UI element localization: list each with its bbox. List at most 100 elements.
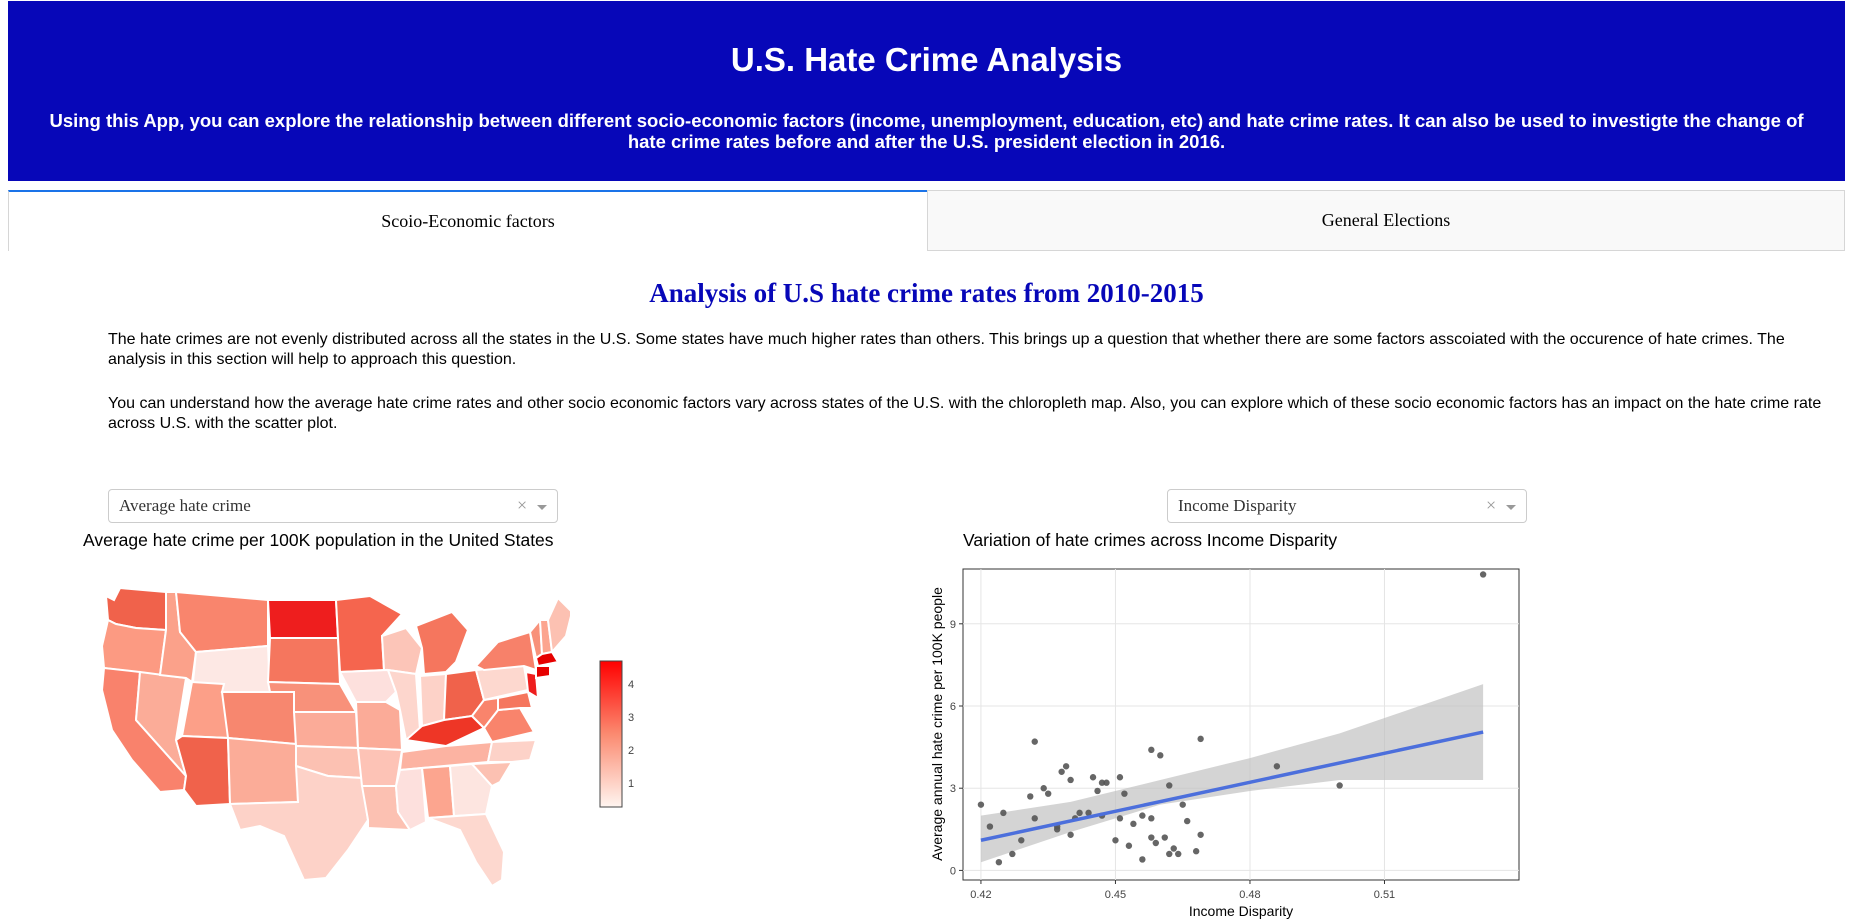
data-point[interactable] — [1148, 746, 1155, 754]
scatter-dropdown-value: Income Disparity — [1178, 496, 1297, 515]
colorbar-tick-4: 4 — [628, 679, 634, 691]
state-michigan[interactable] — [414, 610, 470, 676]
state-arkansas[interactable] — [356, 746, 404, 787]
y-axis-ticks: 0 3 6 9 — [950, 619, 963, 877]
data-point[interactable] — [1166, 850, 1173, 858]
y-tick-label: 6 — [950, 701, 956, 713]
y-tick-label: 0 — [950, 865, 956, 877]
y-axis-label: Average annual hate crime per 100K peopl… — [929, 587, 945, 861]
state-mississippi[interactable] — [394, 766, 428, 832]
data-point[interactable] — [1148, 834, 1155, 841]
state-maine[interactable] — [546, 596, 570, 655]
map-title: Average hate crime per 100K population i… — [83, 530, 554, 550]
data-point[interactable] — [986, 823, 994, 830]
app-header: U.S. Hate Crime Analysis Using this App,… — [8, 1, 1845, 181]
data-point[interactable] — [1179, 801, 1186, 808]
clear-icon[interactable]: × — [1486, 495, 1497, 515]
data-point[interactable] — [1152, 839, 1160, 847]
state-utah[interactable] — [180, 680, 232, 740]
data-point[interactable] — [1058, 768, 1065, 775]
data-point[interactable] — [1336, 782, 1343, 789]
state-massachusetts[interactable] — [534, 650, 560, 668]
data-point[interactable] — [1000, 809, 1007, 817]
tab-general-elections[interactable]: General Elections — [927, 190, 1845, 251]
x-tick-label: 0.51 — [1374, 889, 1395, 901]
x-tick-label: 0.45 — [1105, 889, 1126, 901]
data-point[interactable] — [1089, 774, 1097, 781]
data-point[interactable] — [1170, 845, 1177, 852]
data-point[interactable] — [1040, 785, 1047, 792]
state-missouri[interactable] — [354, 701, 404, 752]
data-point[interactable] — [1027, 793, 1034, 800]
data-point[interactable] — [1031, 738, 1038, 745]
data-point[interactable] — [1175, 850, 1182, 858]
data-point[interactable] — [1161, 834, 1168, 841]
data-point[interactable] — [1103, 779, 1110, 786]
data-point[interactable] — [1098, 779, 1106, 786]
data-point[interactable] — [1062, 763, 1070, 770]
data-point[interactable] — [977, 801, 985, 808]
data-point[interactable] — [1197, 831, 1204, 838]
trend-line — [980, 730, 1484, 842]
data-point[interactable] — [1031, 815, 1038, 822]
x-axis-ticks: 0.42 0.45 0.48 0.51 — [970, 880, 1395, 901]
data-point[interactable] — [1053, 826, 1061, 833]
data-point[interactable] — [1130, 820, 1137, 828]
clear-icon[interactable]: × — [517, 495, 528, 515]
x-axis-label: Income Disparity — [1189, 903, 1293, 919]
data-point[interactable] — [1479, 571, 1487, 578]
data-point[interactable] — [1125, 842, 1133, 849]
tab-socio-economic[interactable]: Scoio-Economic factors — [8, 190, 927, 251]
data-point[interactable] — [1076, 809, 1083, 817]
state-connecticut[interactable] — [535, 665, 551, 680]
state-georgia[interactable] — [448, 762, 494, 818]
state-iowa[interactable] — [338, 668, 398, 703]
x-tick-label: 0.42 — [970, 889, 991, 901]
state-kansas[interactable] — [292, 711, 360, 750]
state-wisconsin[interactable] — [380, 626, 424, 676]
data-point[interactable] — [1067, 831, 1074, 838]
state-arizona[interactable] — [174, 734, 232, 808]
data-point[interactable] — [1197, 735, 1204, 743]
data-point[interactable] — [1148, 815, 1155, 822]
data-point[interactable] — [1192, 848, 1200, 855]
state-indiana[interactable] — [418, 672, 448, 728]
state-new-mexico[interactable] — [226, 736, 300, 806]
map-colorbar: 1 2 3 4 — [599, 660, 634, 808]
data-point[interactable] — [1044, 790, 1052, 797]
data-point[interactable] — [1112, 837, 1119, 844]
state-colorado[interactable] — [220, 691, 298, 746]
data-point[interactable] — [995, 858, 1003, 866]
data-point[interactable] — [1273, 763, 1281, 770]
data-point[interactable] — [1121, 790, 1128, 797]
state-new-york[interactable] — [474, 630, 538, 672]
caret-down-icon[interactable] — [537, 505, 547, 510]
state-florida[interactable] — [427, 812, 506, 888]
data-point[interactable] — [1139, 856, 1146, 863]
data-point[interactable] — [1183, 817, 1191, 825]
state-alabama[interactable] — [420, 764, 456, 820]
caret-down-icon[interactable] — [1506, 505, 1516, 510]
data-point[interactable] — [1085, 809, 1092, 817]
data-point[interactable] — [1139, 812, 1146, 819]
state-texas[interactable] — [228, 764, 370, 882]
data-point[interactable] — [1018, 837, 1025, 844]
state-north-carolina[interactable] — [486, 738, 538, 763]
scatter-variable-dropdown[interactable]: Income Disparity × — [1167, 489, 1527, 523]
us-states — [100, 586, 570, 888]
data-point[interactable] — [1116, 774, 1124, 781]
data-point[interactable] — [1116, 815, 1124, 822]
map-variable-dropdown[interactable]: Average hate crime × — [108, 489, 558, 523]
confidence-band-layer — [980, 684, 1484, 863]
state-montana[interactable] — [174, 590, 269, 654]
state-maryland[interactable] — [497, 690, 534, 712]
colorbar-ticks: 1 2 3 4 — [628, 679, 634, 790]
state-north-dakota[interactable] — [266, 599, 340, 639]
data-point[interactable] — [1067, 776, 1074, 784]
data-point[interactable] — [1094, 787, 1101, 795]
data-point[interactable] — [1166, 782, 1173, 789]
state-south-dakota[interactable] — [266, 637, 342, 686]
app-title: U.S. Hate Crime Analysis — [730, 41, 1123, 78]
data-point[interactable] — [1157, 752, 1164, 759]
data-point[interactable] — [1009, 850, 1016, 858]
